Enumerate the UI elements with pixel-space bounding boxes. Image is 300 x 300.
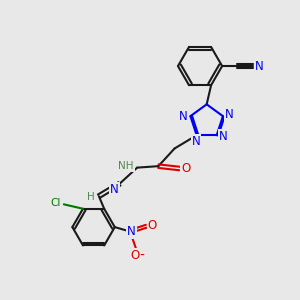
Text: Cl: Cl [50,198,61,208]
Text: N: N [179,110,188,123]
Text: N: N [225,109,234,122]
Text: N: N [127,225,136,238]
Text: O: O [131,249,140,262]
Text: O: O [182,162,191,175]
Text: NH: NH [118,161,134,171]
Text: -: - [140,249,144,263]
Text: N: N [192,135,200,148]
Text: N: N [219,130,228,143]
Text: N: N [255,60,263,73]
Text: O: O [148,219,157,232]
Text: H: H [87,192,95,202]
Text: N: N [110,183,118,196]
